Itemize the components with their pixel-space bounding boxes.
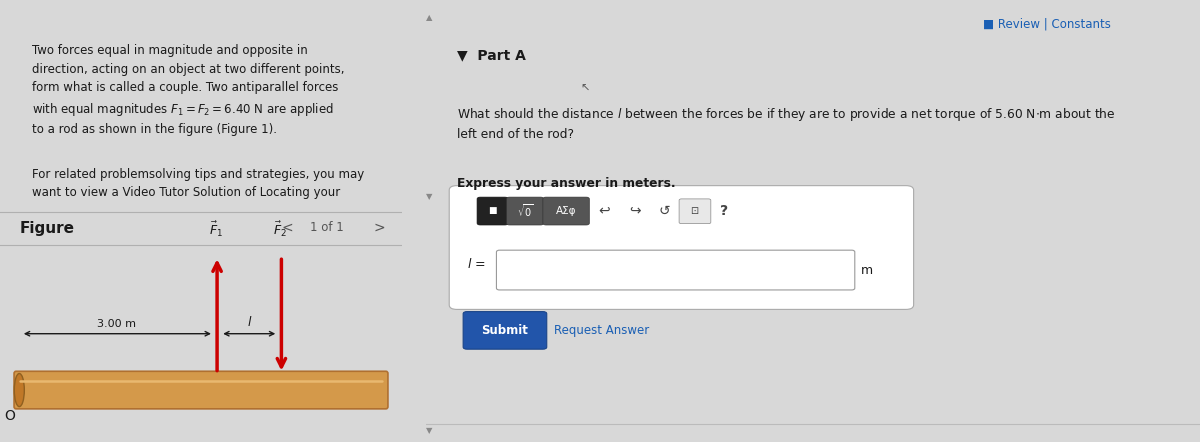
Text: ↺: ↺ bbox=[659, 204, 670, 218]
Text: For related problemsolving tips and strategies, you may
want to view a Video Tut: For related problemsolving tips and stra… bbox=[32, 168, 365, 199]
FancyBboxPatch shape bbox=[679, 199, 710, 224]
Text: ⊡: ⊡ bbox=[690, 206, 698, 216]
Text: $\vec{F}_1$: $\vec{F}_1$ bbox=[209, 219, 223, 239]
Text: $l$: $l$ bbox=[246, 315, 252, 329]
Ellipse shape bbox=[14, 373, 24, 407]
FancyBboxPatch shape bbox=[506, 197, 544, 225]
Text: ▼  Part A: ▼ Part A bbox=[457, 49, 526, 63]
Text: ▼: ▼ bbox=[426, 192, 432, 201]
Text: Figure: Figure bbox=[20, 221, 76, 236]
Text: ▼: ▼ bbox=[426, 426, 432, 435]
Text: <: < bbox=[281, 221, 293, 235]
FancyBboxPatch shape bbox=[478, 197, 508, 225]
Text: m: m bbox=[860, 263, 874, 277]
Text: What should the distance $l$ between the forces be if they are to provide a net : What should the distance $l$ between the… bbox=[457, 106, 1116, 141]
Text: $l$ =: $l$ = bbox=[467, 257, 486, 271]
Text: Two forces equal in magnitude and opposite in
direction, acting on an object at : Two forces equal in magnitude and opposi… bbox=[32, 44, 344, 136]
Text: ↖: ↖ bbox=[581, 84, 590, 94]
Text: Express your answer in meters.: Express your answer in meters. bbox=[457, 177, 676, 190]
Text: 1 of 1: 1 of 1 bbox=[310, 221, 343, 234]
Text: 3.00 m: 3.00 m bbox=[97, 319, 136, 329]
Text: $\sqrt{0}$: $\sqrt{0}$ bbox=[517, 202, 533, 219]
FancyBboxPatch shape bbox=[463, 312, 547, 349]
Text: ▲: ▲ bbox=[426, 13, 432, 22]
Text: ■ Review | Constants: ■ Review | Constants bbox=[983, 18, 1111, 30]
Text: ↩: ↩ bbox=[598, 204, 610, 218]
Text: $\vec{F}_2$: $\vec{F}_2$ bbox=[274, 219, 287, 239]
Text: Submit: Submit bbox=[481, 324, 528, 337]
Text: >: > bbox=[374, 221, 385, 235]
FancyBboxPatch shape bbox=[542, 197, 589, 225]
FancyBboxPatch shape bbox=[497, 250, 854, 290]
Text: ■: ■ bbox=[488, 206, 497, 215]
Text: ↪: ↪ bbox=[629, 204, 641, 218]
Text: ΑΣφ: ΑΣφ bbox=[556, 206, 576, 216]
FancyBboxPatch shape bbox=[14, 371, 388, 409]
Text: Request Answer: Request Answer bbox=[553, 324, 649, 337]
FancyBboxPatch shape bbox=[449, 186, 913, 309]
Text: O: O bbox=[4, 409, 14, 423]
Text: ?: ? bbox=[720, 204, 728, 218]
